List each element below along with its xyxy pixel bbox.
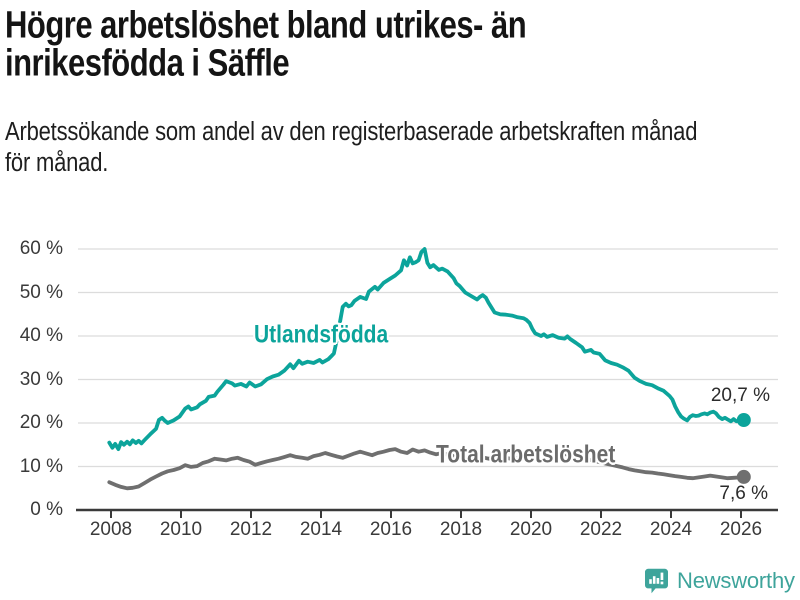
x-axis-label: 2012 [229, 519, 273, 540]
x-axis-label: 2010 [159, 519, 203, 540]
newsworthy-wordmark: Newsworthy [677, 568, 795, 593]
x-axis-label: 2008 [89, 519, 133, 540]
series-line-1 [107, 447, 746, 491]
x-axis-label: 2020 [509, 519, 553, 540]
chart-subtitle-line1: Arbetssökande som andel av den registerb… [5, 116, 698, 147]
x-axis-label: 2026 [719, 519, 763, 540]
newsworthy-speech-bubble-bar-chart-icon [644, 568, 669, 594]
x-axis-label: 2022 [579, 519, 623, 540]
newsworthy-logo[interactable]: Newsworthy [644, 568, 795, 594]
y-axis-label: 10 % [19, 455, 63, 477]
chart-subtitle-line2: för månad. [5, 147, 109, 178]
y-axis-label: 60 % [19, 238, 63, 259]
series-line-0 [107, 247, 746, 451]
end-value-label-total: 7,6 % [719, 483, 768, 504]
x-axis-label: 2016 [369, 519, 413, 540]
x-axis-label: 2018 [439, 519, 483, 540]
end-value-label-utlandsfodda: 20,7 % [710, 385, 770, 406]
page-title-line1: Högre arbetslöshet bland utrikes- än [5, 3, 527, 47]
series-label-total-arbetsloshet: Total arbetslöshet [436, 440, 616, 469]
x-axis-label: 2024 [649, 519, 693, 540]
series-end-dot-0 [736, 413, 751, 427]
page-title-line2: inrikesfödda i Säffle [5, 41, 290, 85]
y-axis-label: 0 % [30, 499, 63, 520]
x-axis-label: 2014 [299, 519, 343, 540]
y-axis-label: 50 % [19, 281, 63, 303]
series-label-utlandsfodda: Utlandsfödda [254, 320, 389, 349]
series-end-dot-1 [736, 469, 751, 484]
y-axis-label: 20 % [19, 412, 63, 433]
y-axis-label: 40 % [19, 325, 63, 346]
y-axis-label: 30 % [19, 368, 63, 390]
